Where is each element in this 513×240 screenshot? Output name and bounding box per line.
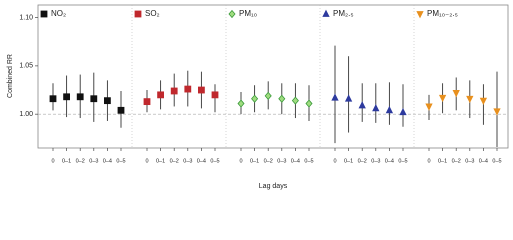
point: [278, 94, 286, 103]
legend-marker: [134, 10, 142, 18]
x-tick-label: 0: [333, 158, 336, 164]
point: [385, 105, 394, 114]
point: [466, 95, 474, 104]
point: [493, 108, 501, 116]
x-tick-label: 0: [51, 158, 54, 164]
point: [425, 103, 433, 111]
x-tick-label: 0–4: [291, 158, 300, 164]
legend-item: SO₂: [145, 9, 160, 18]
x-tick-label: 0–2: [264, 158, 273, 164]
y-tick-label: 1.05: [19, 63, 33, 70]
x-tick-label: 0–3: [89, 158, 98, 164]
x-tick-label: 0: [239, 158, 242, 164]
point: [197, 86, 205, 94]
legend-label: PM₁₀: [239, 9, 257, 18]
y-tick-label: 1.00: [19, 111, 33, 118]
plot-frame: [37, 4, 509, 149]
y-tick-label: 1.10: [19, 14, 33, 21]
x-tick-label: 0–5: [116, 158, 125, 164]
point: [344, 94, 353, 102]
x-tick-label: 0–3: [371, 158, 380, 164]
legend-marker: [228, 9, 236, 19]
point: [264, 91, 272, 100]
x-tick-label: 0–3: [277, 158, 286, 164]
y-axis-label: Combined RR: [7, 54, 14, 98]
point: [291, 96, 299, 105]
point: [117, 106, 125, 114]
point: [399, 107, 407, 116]
point: [63, 93, 70, 101]
point: [143, 98, 151, 106]
point: [170, 87, 178, 95]
point: [372, 103, 380, 112]
point: [251, 94, 259, 103]
x-tick-label: 0–1: [250, 158, 259, 164]
point: [438, 94, 447, 103]
x-tick-label: 0–1: [438, 158, 447, 164]
point: [184, 85, 192, 93]
x-tick-label: 0–1: [62, 158, 71, 164]
legend-marker: [416, 11, 424, 19]
x-tick-label: 0–4: [197, 158, 206, 164]
x-tick-label: 0: [145, 158, 148, 164]
x-tick-label: 0–4: [103, 158, 112, 164]
legend-item: PM₂.₅: [333, 9, 354, 18]
legend-item: NO₂: [51, 9, 66, 18]
legend-item: PM₁₀₋₂.₅: [427, 9, 458, 18]
point: [305, 99, 313, 108]
legend-label: PM₁₀₋₂.₅: [427, 9, 458, 18]
point: [331, 93, 339, 101]
x-tick-label: 0–5: [492, 158, 501, 164]
point: [479, 97, 488, 106]
legend-marker: [40, 10, 48, 18]
chart: Combined RR Lag days 1.00 1.05 1.10 NO₂ 0 0–1…: [7, 4, 509, 190]
legend-label: PM₂.₅: [333, 9, 354, 18]
point: [76, 93, 84, 101]
x-tick-label: 0–5: [398, 158, 407, 164]
x-tick-label: 0–1: [344, 158, 353, 164]
x-tick-label: 0–5: [210, 158, 219, 164]
point: [157, 91, 165, 99]
x-tick-label: 0–2: [358, 158, 367, 164]
point: [90, 95, 98, 103]
x-tick-label: 0: [427, 158, 430, 164]
x-tick-label: 0–1: [156, 158, 165, 164]
x-tick-label: 0–3: [183, 158, 192, 164]
point: [358, 101, 366, 109]
point: [211, 91, 219, 99]
x-tick-label: 0–4: [479, 158, 488, 164]
x-tick-label: 0–3: [465, 158, 474, 164]
point: [49, 95, 57, 103]
x-axis-label: Lag days: [259, 183, 288, 190]
x-tick-label: 0–5: [304, 158, 313, 164]
point: [104, 97, 111, 105]
x-tick-label: 0–4: [385, 158, 394, 164]
point: [452, 90, 460, 98]
legend-label: SO₂: [145, 9, 160, 18]
x-tick-label: 0–2: [452, 158, 461, 164]
legend-marker: [322, 9, 330, 17]
x-tick-label: 0–2: [170, 158, 179, 164]
legend-label: NO₂: [51, 9, 66, 18]
x-tick-label: 0–2: [76, 158, 85, 164]
legend-item: PM₁₀: [239, 9, 257, 18]
point: [237, 99, 245, 108]
